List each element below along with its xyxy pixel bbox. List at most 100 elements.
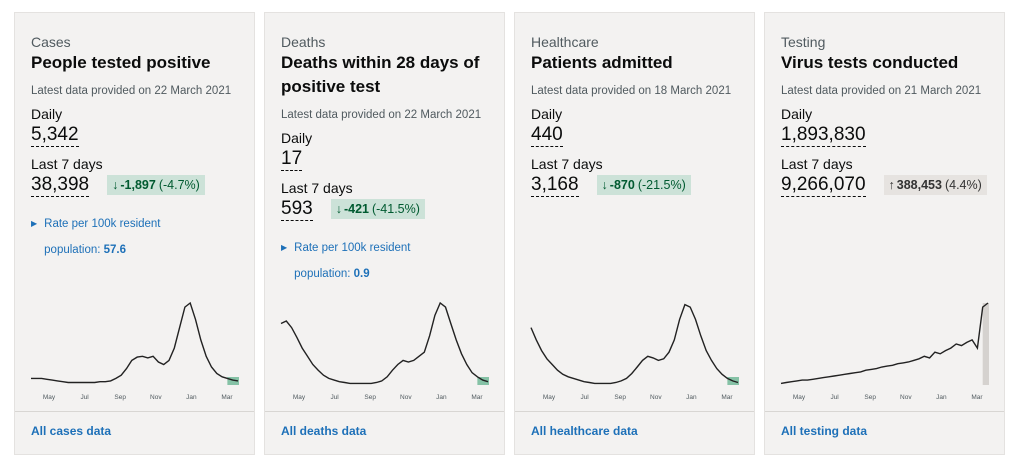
sparkline-line	[280, 301, 489, 385]
card-link[interactable]: All healthcare data	[515, 411, 754, 450]
rate-text: Rate per 100k resident population: 57.6	[44, 211, 184, 263]
card-link[interactable]: All testing data	[765, 411, 1004, 450]
summary-card: Healthcare Patients admitted Latest data p…	[514, 12, 755, 455]
weekly-row: 593 ↓ -421 (-41.5%)	[281, 197, 496, 221]
weekly-label: Last 7 days	[31, 156, 103, 172]
month-label: Jul	[830, 394, 839, 401]
rate-value: 0.9	[353, 268, 370, 280]
daily-row: 1,893,830	[781, 123, 996, 147]
sparkline-line	[31, 301, 239, 384]
sparkline-line	[780, 302, 989, 385]
summary-card: Deaths Deaths within 28 days of positive …	[264, 12, 505, 455]
weekly-value: 593	[281, 198, 313, 221]
card-link[interactable]: All cases data	[15, 411, 254, 450]
daily-value: 17	[281, 148, 303, 171]
weekly-label: Last 7 days	[531, 156, 603, 172]
updated-date: Latest data provided on 21 March 2021	[781, 85, 982, 97]
sparkline: May Jul Sep Nov Jan Mar	[31, 301, 239, 401]
change-badge: ↓ -1,897 (-4.7%)	[107, 175, 205, 195]
card-title: People tested positive	[31, 53, 211, 72]
daily-row: 17	[281, 147, 496, 171]
change-percent: (-41.5%)	[371, 202, 420, 216]
updated-date: Latest data provided on 18 March 2021	[531, 85, 732, 97]
change-percent: (-21.5%)	[637, 178, 686, 192]
weekly-label: Last 7 days	[781, 156, 853, 172]
sparkline: May Jul Sep Nov Jan Mar	[780, 302, 989, 401]
rate-text: Rate per 100k resident population: 0.9	[294, 235, 434, 287]
change-percent: (-4.7%)	[158, 178, 200, 192]
updated-date: Latest data provided on 22 March 2021	[281, 109, 482, 121]
expand-icon: ▶	[31, 219, 38, 228]
change-amount: 388,453	[896, 178, 942, 192]
change-arrow: ↓	[335, 202, 342, 216]
weekly-row: 38,398 ↓ -1,897 (-4.7%)	[31, 173, 246, 197]
sparkline-line	[530, 303, 739, 385]
sparkline: May Jul Sep Nov Jan Mar	[530, 303, 739, 401]
month-label: Jan	[186, 394, 197, 401]
change-arrow: ↓	[112, 178, 119, 192]
month-label: Mar	[221, 394, 233, 401]
card-link[interactable]: All deaths data	[265, 411, 504, 450]
recent-highlight-base	[477, 377, 489, 385]
rate-label: Rate per 100k resident population:	[44, 218, 161, 256]
summary-card: Testing Virus tests conducted Latest data …	[764, 12, 1005, 455]
card-title: Virus tests conducted	[781, 53, 959, 72]
month-label: Jan	[686, 394, 697, 401]
month-label: Sep	[614, 394, 626, 401]
month-label: May	[793, 394, 806, 401]
month-label: Nov	[650, 394, 662, 401]
rate-value: 57.6	[103, 244, 127, 256]
month-label: May	[43, 394, 56, 401]
month-label: Sep	[864, 394, 876, 401]
month-label: Sep	[114, 394, 126, 401]
weekly-value: 3,168	[531, 174, 579, 197]
card-body: Deaths Deaths within 28 days of positive …	[265, 13, 504, 287]
updated-date: Latest data provided on 22 March 2021	[31, 85, 232, 97]
weekly-value: 38,398	[31, 174, 90, 197]
daily-label: Daily	[281, 130, 313, 146]
month-label: May	[293, 394, 306, 401]
change-arrow: ↑	[888, 178, 895, 192]
category: Cases	[31, 34, 71, 50]
sparkline: May Jul Sep Nov Jan Mar	[280, 301, 489, 401]
month-label: Jul	[580, 394, 589, 401]
month-label: Mar	[971, 394, 983, 401]
daily-row: 440	[531, 123, 746, 147]
change-badge: ↑ 388,453 (4.4%)	[883, 175, 987, 195]
card-title: Deaths within 28 days of positive test	[281, 53, 480, 96]
category: Deaths	[281, 34, 326, 50]
summary-card: Cases People tested positive Latest data p…	[14, 12, 255, 455]
month-label: Jan	[936, 394, 947, 401]
card-title: Patients admitted	[531, 53, 673, 72]
daily-label: Daily	[781, 106, 813, 122]
daily-label: Daily	[531, 106, 563, 122]
rate-label: Rate per 100k resident population:	[294, 242, 411, 280]
weekly-value: 9,266,070	[781, 174, 866, 197]
change-badge: ↓ -421 (-41.5%)	[330, 199, 425, 219]
recent-highlight-base	[227, 377, 239, 385]
recent-highlight	[982, 303, 989, 385]
card-body: Healthcare Patients admitted Latest data p…	[515, 13, 754, 197]
change-arrow: ↓	[601, 178, 608, 192]
daily-label: Daily	[31, 106, 63, 122]
daily-value: 440	[531, 124, 563, 147]
change-badge: ↓ -870 (-21.5%)	[596, 175, 691, 195]
change-percent: (4.4%)	[944, 178, 982, 192]
daily-row: 5,342	[31, 123, 246, 147]
month-label: Jul	[330, 394, 339, 401]
month-label: Jul	[80, 394, 89, 401]
rate-toggle[interactable]: ▶ Rate per 100k resident population: 57.6	[31, 211, 246, 263]
weekly-row: 9,266,070 ↑ 388,453 (4.4%)	[781, 173, 996, 197]
category: Healthcare	[531, 34, 599, 50]
month-label: Nov	[900, 394, 912, 401]
rate-toggle[interactable]: ▶ Rate per 100k resident population: 0.9	[281, 235, 496, 287]
category: Testing	[781, 34, 826, 50]
card-body: Testing Virus tests conducted Latest data …	[765, 13, 1004, 197]
expand-icon: ▶	[281, 243, 288, 252]
weekly-row: 3,168 ↓ -870 (-21.5%)	[531, 173, 746, 197]
daily-value: 1,893,830	[781, 124, 866, 147]
month-label: Nov	[400, 394, 412, 401]
card-body: Cases People tested positive Latest data p…	[15, 13, 254, 263]
